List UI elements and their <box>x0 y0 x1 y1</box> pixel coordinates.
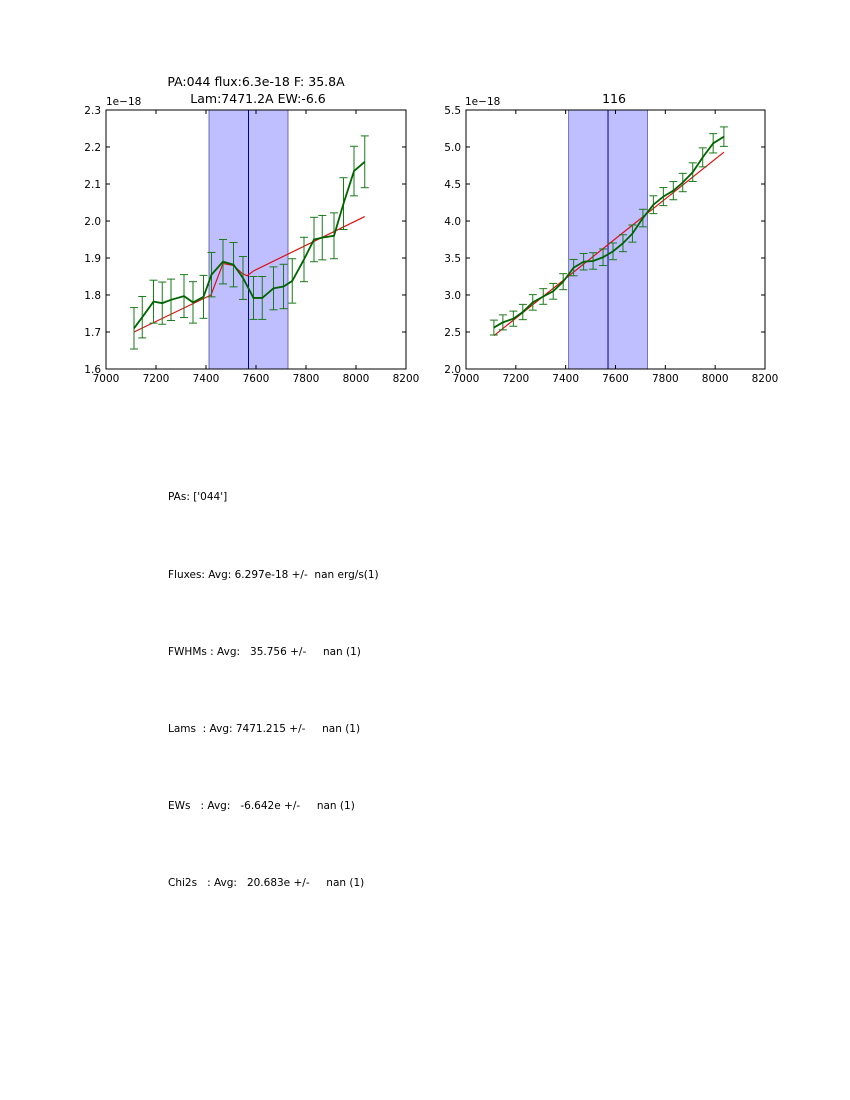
chart-left-ytick-label: 2.0 <box>84 216 101 228</box>
chart-right-title: 116 <box>602 91 626 106</box>
chart-left-ytick-label: 1.8 <box>84 290 101 302</box>
chart-left: PA:044 flux:6.3e-18 F: 35.8A Lam:7471.2A… <box>84 74 419 385</box>
chart-right: 116 1e−18 7000 7200 7400 7600 7800 8000 8200 2.… <box>444 91 778 385</box>
summary-fwhms: FWHMs : Avg: 35.756 +/- nan (1) <box>168 645 361 658</box>
chart-left-xtick-label: 8000 <box>343 373 370 385</box>
chart-left-title-line1: PA:044 flux:6.3e-18 F: 35.8A <box>167 74 345 89</box>
chart-left-xtick-label: 8200 <box>393 373 420 385</box>
chart-right-fit-line <box>493 151 725 337</box>
chart-right-data-line <box>493 135 725 329</box>
chart-right-xtick-label: 8000 <box>702 373 729 385</box>
chart-left-data-line <box>133 161 366 329</box>
chart-right-ytick-label: 3.5 <box>444 253 461 265</box>
summary-lams: Lams : Avg: 7471.215 +/- nan (1) <box>168 722 361 735</box>
summary-pas: PAs: ['044'] <box>168 491 228 504</box>
chart-left-ytick-label: 1.6 <box>84 364 101 376</box>
fit-summary: PAs: ['044'] Fluxes: Avg: 6.297e-18 +/- … <box>168 434 379 922</box>
chart-right-xtick-label: 7400 <box>552 373 579 385</box>
chart-right-ytick-label: 4.0 <box>444 216 461 228</box>
chart-left-xtick-label: 7200 <box>143 373 170 385</box>
chart-right-ytick-label: 2.5 <box>444 327 461 339</box>
chart-right-ytick-label: 5.0 <box>444 142 461 154</box>
summary-fluxes: Fluxes: Avg: 6.297e-18 +/- nan erg/s(1) <box>168 568 379 581</box>
chart-right-ytick-label: 2.0 <box>444 364 461 376</box>
chart-left-xtick-label: 7600 <box>243 373 270 385</box>
chart-left-xtick-label: 7400 <box>193 373 220 385</box>
chart-left-ytick-label: 2.1 <box>84 179 101 191</box>
chart-left-offset-label: 1e−18 <box>106 96 141 108</box>
chart-left-ytick-label: 2.2 <box>84 142 101 154</box>
chart-left-ytick-label: 2.3 <box>84 105 101 117</box>
chart-right-xtick-label: 8200 <box>752 373 779 385</box>
chart-right-offset-label: 1e−18 <box>465 96 500 108</box>
chart-right-ytick-label: 3.0 <box>444 290 461 302</box>
chart-left-xtick-label: 7000 <box>93 373 120 385</box>
chart-right-xtick-label: 7000 <box>453 373 480 385</box>
summary-chi2s: Chi2s : Avg: 20.683e +/- nan (1) <box>168 876 365 889</box>
chart-right-xtick-label: 7800 <box>652 373 679 385</box>
chart-left-errorbar <box>360 135 369 189</box>
chart-right-xtick-label: 7600 <box>602 373 629 385</box>
chart-left-xtick-label: 7800 <box>293 373 320 385</box>
chart-left-ytick-label: 1.9 <box>84 253 101 265</box>
chart-right-ytick-label: 5.5 <box>444 105 461 117</box>
chart-left-title-line2: Lam:7471.2A EW:-6.6 <box>190 91 325 106</box>
chart-left-ytick-label: 1.7 <box>84 327 101 339</box>
chart-right-ytick-label: 4.5 <box>444 179 461 191</box>
summary-ews: EWs : Avg: -6.642e +/- nan (1) <box>168 799 355 812</box>
chart-right-xtick-label: 7200 <box>502 373 529 385</box>
